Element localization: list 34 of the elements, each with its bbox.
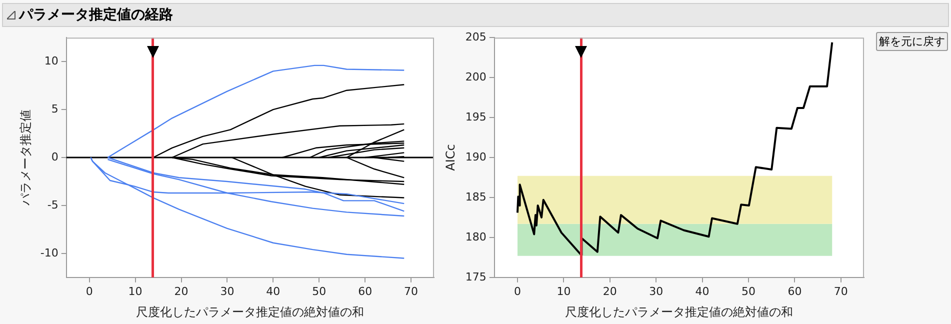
x-tick-label: 10	[128, 284, 142, 298]
x-tick-label: 0	[514, 284, 521, 298]
x-tick-label: 50	[742, 284, 756, 298]
y-tick-label: 180	[465, 230, 486, 244]
x-tick-label: 20	[602, 284, 617, 298]
x-tick-label: 10	[556, 284, 571, 298]
y-tick-label: 205	[465, 30, 486, 44]
x-tick-label: 70	[404, 284, 418, 298]
y-tick-label: -5	[47, 198, 58, 212]
x-tick-label: 30	[220, 284, 234, 298]
chart-title: パラメータ推定値の経路	[19, 6, 173, 24]
y-tick-label: 195	[465, 110, 486, 124]
y-axis-title: パラメータ推定値	[18, 110, 32, 206]
x-tick-label: 70	[834, 284, 848, 298]
x-tick-label: 20	[174, 284, 188, 298]
x-tick-label: 50	[312, 284, 326, 298]
y-tick-label: 0	[51, 150, 58, 164]
y-axis-title: AICc	[443, 144, 458, 171]
y-tick-label: 10	[44, 54, 58, 68]
y-tick-label: -10	[40, 246, 58, 260]
x-tick-label: 60	[358, 284, 372, 298]
y-tick-label: 5	[51, 102, 58, 116]
text: 解を元に戻す	[876, 32, 948, 51]
y-tick-label: 185	[465, 190, 486, 204]
x-tick-label: 30	[649, 284, 664, 298]
y-tick-label: 175	[465, 270, 486, 284]
x-tick-label: 0	[86, 284, 93, 298]
y-tick-label: 190	[465, 150, 486, 164]
x-tick-label: 40	[695, 284, 710, 298]
x-axis-title: 尺度化したパラメータ推定値の絶対値の和	[136, 304, 364, 319]
x-axis-title: 尺度化したパラメータ推定値の絶対値の和	[565, 304, 794, 319]
x-tick-label: 60	[788, 284, 802, 298]
y-tick-label: 200	[465, 70, 486, 84]
x-tick-label: 40	[266, 284, 280, 298]
